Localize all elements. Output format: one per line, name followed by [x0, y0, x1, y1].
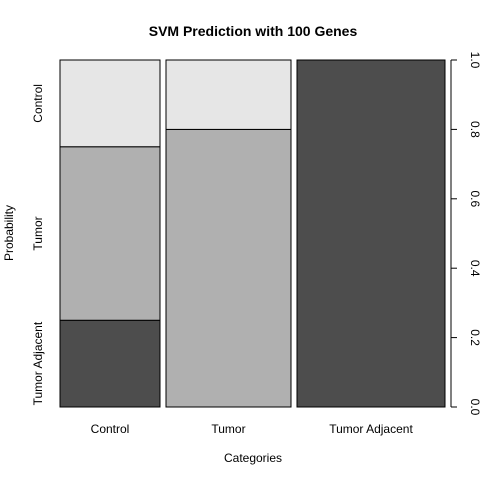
chart-title: SVM Prediction with 100 Genes — [149, 23, 358, 39]
x-axis-label: Categories — [224, 451, 282, 465]
y-axis-right: 0.0 0.2 0.4 0.6 0.8 1.0 — [451, 52, 480, 416]
left-label-control: Control — [31, 84, 45, 123]
bars-group — [60, 60, 445, 407]
x-tick-label: Tumor Adjacent — [329, 422, 413, 436]
y-tick-label: 0.0 — [468, 399, 480, 416]
bar-segment-control-control — [60, 60, 160, 147]
y-tick-label: 0.8 — [468, 121, 480, 138]
y-tick-label: 1.0 — [468, 52, 480, 69]
x-tick-labels: Control Tumor Tumor Adjacent — [91, 422, 414, 436]
bar-segment-tumor-tumor — [166, 129, 291, 407]
x-tick-label: Tumor — [211, 422, 245, 436]
left-category-labels: Tumor Adjacent Tumor Control — [31, 84, 45, 405]
left-label-tumor-adjacent: Tumor Adjacent — [31, 321, 45, 405]
y-axis-label: Probability — [2, 205, 16, 261]
left-label-tumor: Tumor — [31, 216, 45, 250]
y-tick-label: 0.2 — [468, 329, 480, 346]
bar-segment-tumor-adjacent-tumor-adjacent — [297, 60, 445, 407]
bar-segment-control-tumor — [60, 147, 160, 321]
y-tick-label: 0.6 — [468, 190, 480, 207]
bar-segment-tumor-control — [166, 60, 291, 129]
y-tick-label: 0.4 — [468, 260, 480, 277]
bar-segment-control-tumor-adjacent — [60, 320, 160, 407]
x-tick-label: Control — [91, 422, 130, 436]
